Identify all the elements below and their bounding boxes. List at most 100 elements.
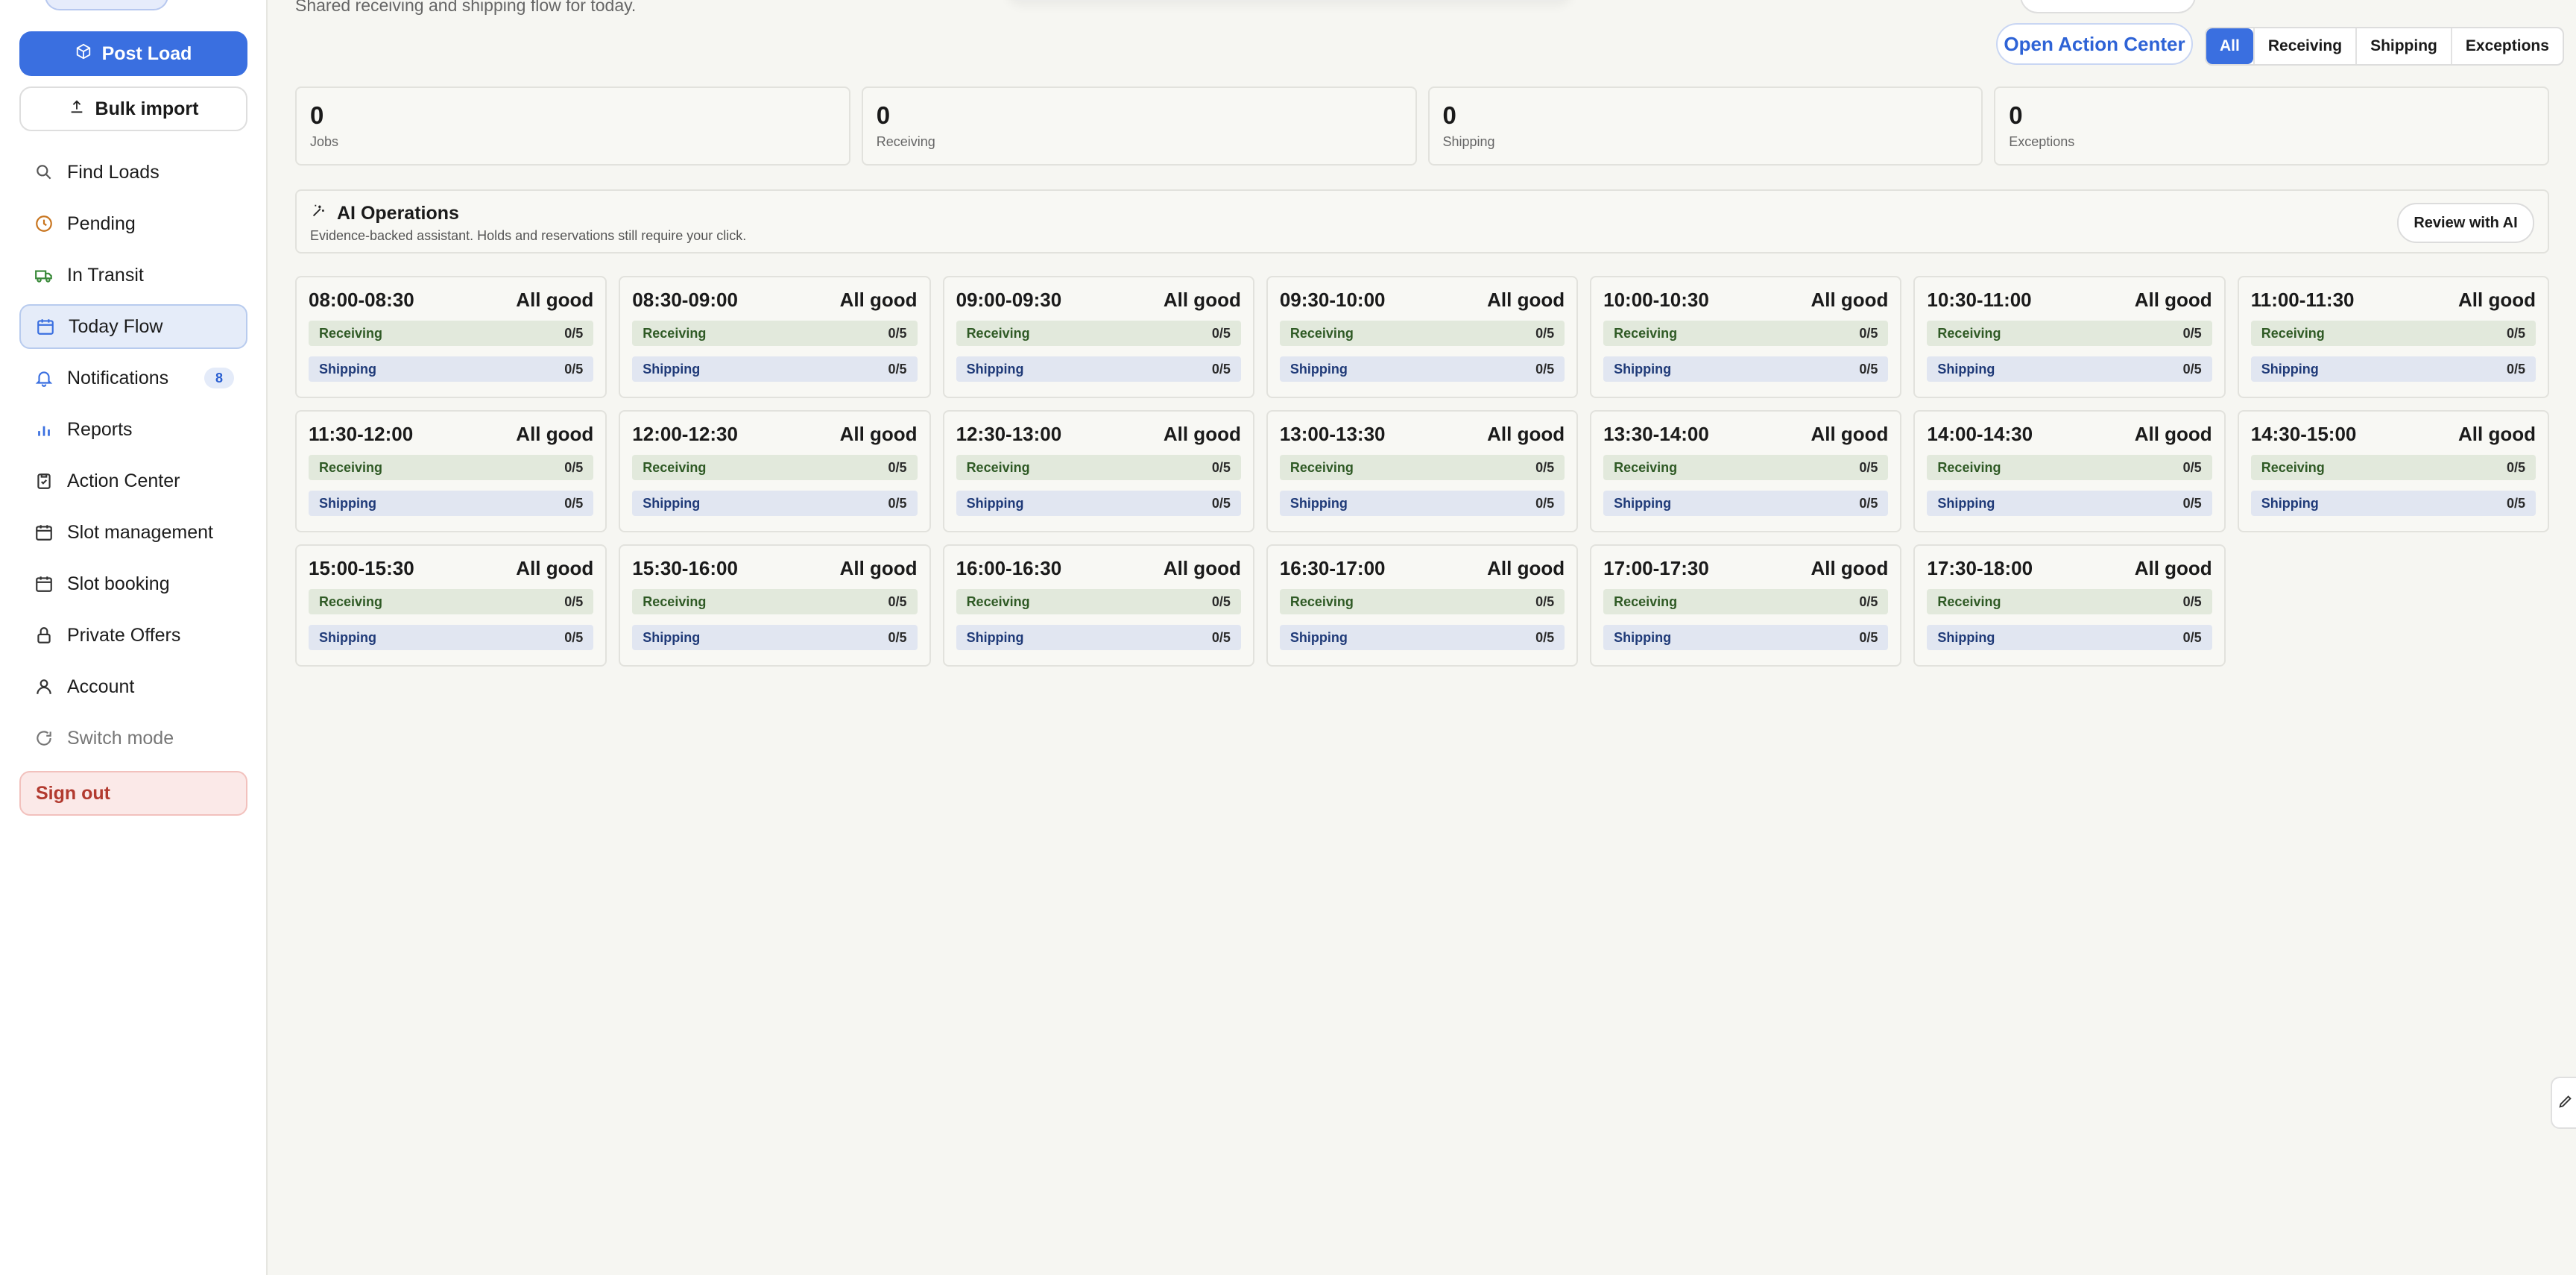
stat-value: 0	[876, 101, 891, 129]
slot-receiving-label: Receiving	[643, 459, 707, 475]
slot-shipping-row: Shipping 0/5	[2250, 491, 2536, 516]
slot-receiving-label: Receiving	[319, 594, 383, 609]
slot-receiving-count: 0/5	[2182, 459, 2202, 475]
slot-time: 10:00-10:30	[1603, 288, 1709, 311]
calendar-icon	[34, 574, 54, 594]
top-right-pill-button[interactable]	[2020, 0, 2196, 13]
sidebar-item-notifications[interactable]: Notifications 8	[19, 356, 247, 400]
slot-shipping-count: 0/5	[564, 495, 584, 511]
calendar-icon	[36, 317, 55, 336]
sidebar-item-reports[interactable]: Reports	[19, 407, 247, 452]
sparkle-icon	[310, 203, 326, 224]
slot-time: 08:00-08:30	[309, 288, 414, 311]
slot-card[interactable]: 09:00-09:30 All good Receiving 0/5 Shipp…	[942, 276, 1254, 398]
sidebar-item-pending[interactable]: Pending	[19, 201, 247, 246]
post-load-button[interactable]: Post Load	[19, 31, 247, 76]
slot-card[interactable]: 10:30-11:00 All good Receiving 0/5 Shipp…	[1913, 276, 2226, 398]
sidebar-item-private-offers[interactable]: Private Offers	[19, 613, 247, 658]
post-load-label: Post Load	[101, 42, 192, 64]
sidebar-item-slot-booking[interactable]: Slot booking	[19, 561, 247, 606]
slot-receiving-count: 0/5	[1211, 594, 1231, 609]
slot-shipping-count: 0/5	[1859, 495, 1878, 511]
review-with-ai-button[interactable]: Review with AI	[2397, 203, 2534, 243]
tab-shipping[interactable]: Shipping	[2355, 28, 2451, 64]
slot-card[interactable]: 11:30-12:00 All good Receiving 0/5 Shipp…	[295, 410, 607, 532]
slot-time: 13:30-14:00	[1603, 422, 1709, 445]
sidebar-item-slot-management[interactable]: Slot management	[19, 510, 247, 555]
slot-receiving-label: Receiving	[1289, 594, 1354, 609]
slot-card[interactable]: 12:00-12:30 All good Receiving 0/5 Shipp…	[619, 410, 931, 532]
slot-receiving-row: Receiving 0/5	[956, 589, 1241, 614]
slot-time: 13:00-13:30	[1279, 422, 1386, 445]
top-search-bar[interactable]	[1006, 0, 1573, 1]
slot-card[interactable]: 15:30-16:00 All good Receiving 0/5 Shipp…	[619, 544, 931, 667]
bulk-import-label: Bulk import	[95, 98, 199, 119]
slot-header: 09:30-10:00 All good	[1280, 288, 1565, 312]
slot-card[interactable]: 13:00-13:30 All good Receiving 0/5 Shipp…	[1266, 410, 1579, 532]
sidebar-item-account[interactable]: Account	[19, 664, 247, 709]
slot-shipping-row: Shipping 0/5	[1927, 356, 2212, 382]
slot-receiving-count: 0/5	[564, 594, 584, 609]
bulk-import-button[interactable]: Bulk import	[19, 86, 247, 131]
slot-shipping-count: 0/5	[1859, 629, 1878, 645]
sidebar-item-action-center[interactable]: Action Center	[19, 459, 247, 503]
slot-shipping-row: Shipping 0/5	[632, 356, 918, 382]
slot-card[interactable]: 15:00-15:30 All good Receiving 0/5 Shipp…	[295, 544, 607, 667]
slot-card[interactable]: 08:00-08:30 All good Receiving 0/5 Shipp…	[295, 276, 607, 398]
slot-card[interactable]: 13:30-14:00 All good Receiving 0/5 Shipp…	[1590, 410, 1902, 532]
slot-shipping-row: Shipping 0/5	[1603, 356, 1889, 382]
slot-shipping-row: Shipping 0/5	[2250, 356, 2536, 382]
slot-card[interactable]: 16:00-16:30 All good Receiving 0/5 Shipp…	[942, 544, 1254, 667]
slot-receiving-count: 0/5	[2182, 594, 2202, 609]
slot-shipping-label: Shipping	[1937, 629, 1995, 645]
sidebar-item-today-flow[interactable]: Today Flow	[19, 304, 247, 349]
slot-receiving-row: Receiving 0/5	[1279, 589, 1565, 614]
slot-shipping-label: Shipping	[966, 361, 1024, 377]
slot-header: 15:30-16:00 All good	[632, 556, 917, 580]
sidebar-item-label: Private Offers	[67, 624, 181, 646]
tab-exceptions[interactable]: Exceptions	[2450, 28, 2563, 64]
slot-shipping-count: 0/5	[564, 629, 584, 645]
slot-card[interactable]: 10:00-10:30 All good Receiving 0/5 Shipp…	[1590, 276, 1902, 398]
sign-out-button[interactable]: Sign out	[19, 771, 247, 816]
slot-card[interactable]: 08:30-09:00 All good Receiving 0/5 Shipp…	[619, 276, 931, 398]
slot-time: 14:30-15:00	[2250, 422, 2357, 445]
slot-receiving-label: Receiving	[2261, 459, 2325, 475]
slot-header: 12:30-13:00 All good	[956, 422, 1241, 446]
slot-receiving-label: Receiving	[1937, 459, 2001, 475]
slot-card[interactable]: 11:00-11:30 All good Receiving 0/5 Shipp…	[2237, 276, 2549, 398]
sidebar-item-switch-mode[interactable]: Switch mode	[19, 716, 247, 761]
slot-receiving-row: Receiving 0/5	[2250, 321, 2536, 346]
stat-label: Receiving	[876, 134, 935, 149]
slot-shipping-count: 0/5	[2182, 629, 2202, 645]
slot-card[interactable]: 14:00-14:30 All good Receiving 0/5 Shipp…	[1913, 410, 2226, 532]
slot-shipping-row: Shipping 0/5	[1279, 625, 1565, 650]
slot-status: All good	[516, 288, 594, 311]
sidebar-item-label: Pending	[67, 212, 136, 234]
slot-status: All good	[839, 422, 918, 445]
open-action-center-button[interactable]: Open Action Center	[1996, 23, 2193, 65]
sidebar-item-in-transit[interactable]: In Transit	[19, 253, 247, 298]
slot-card[interactable]: 09:30-10:00 All good Receiving 0/5 Shipp…	[1266, 276, 1579, 398]
slot-receiving-label: Receiving	[2261, 325, 2325, 341]
slot-receiving-label: Receiving	[1937, 325, 2001, 341]
slot-status: All good	[1487, 556, 1565, 579]
slot-card[interactable]: 14:30-15:00 All good Receiving 0/5 Shipp…	[2237, 410, 2549, 532]
slot-card[interactable]: 12:30-13:00 All good Receiving 0/5 Shipp…	[942, 410, 1254, 532]
slot-time: 16:30-17:00	[1279, 556, 1386, 579]
tab-receiving[interactable]: Receiving	[2253, 28, 2355, 64]
lock-icon	[34, 626, 54, 645]
slot-shipping-label: Shipping	[1614, 495, 1672, 511]
sidebar-item-find-loads[interactable]: Find Loads	[19, 150, 247, 195]
bar-chart-icon	[34, 420, 54, 439]
tab-all[interactable]: All	[2206, 28, 2253, 64]
slot-shipping-count: 0/5	[564, 361, 584, 377]
slot-shipping-label: Shipping	[319, 629, 376, 645]
sidebar-top-pill[interactable]	[45, 0, 168, 10]
edge-panel-toggle[interactable]	[2551, 1077, 2576, 1129]
stat-card-exceptions: 0 Exceptions	[1994, 86, 2549, 166]
calendar-icon	[34, 523, 54, 542]
slot-card[interactable]: 17:00-17:30 All good Receiving 0/5 Shipp…	[1590, 544, 1902, 667]
slot-card[interactable]: 17:30-18:00 All good Receiving 0/5 Shipp…	[1913, 544, 2226, 667]
slot-card[interactable]: 16:30-17:00 All good Receiving 0/5 Shipp…	[1266, 544, 1579, 667]
